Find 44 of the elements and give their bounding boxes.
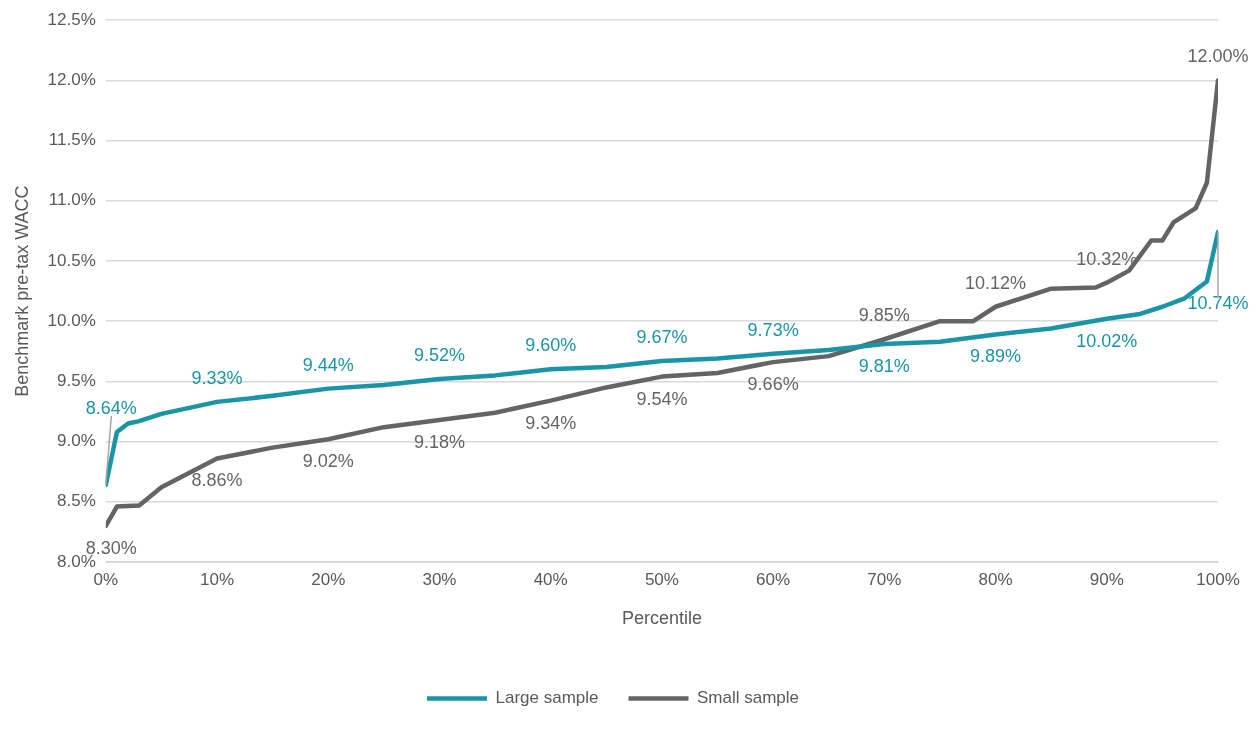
data-label: 9.81% [858, 356, 910, 377]
y-tick-label: 10.0% [47, 310, 96, 330]
data-label: 9.44% [302, 354, 354, 375]
data-label: 10.02% [1076, 330, 1138, 351]
data-label: 9.73% [747, 319, 799, 340]
data-label: 9.33% [191, 367, 243, 388]
y-tick-label: 11.5% [48, 130, 96, 150]
x-axis-title: Percentile [621, 608, 702, 629]
x-tick-label: 60% [756, 569, 791, 589]
x-tick-label: 90% [1089, 569, 1124, 589]
x-tick-label: 50% [644, 569, 679, 589]
y-tick-label: 12.0% [47, 70, 96, 90]
x-tick-label: 20% [311, 569, 346, 589]
data-label: 9.60% [525, 335, 577, 356]
x-tick-label: 40% [533, 569, 568, 589]
data-label: 10.12% [965, 272, 1027, 293]
data-label: 9.85% [858, 305, 910, 326]
y-tick-label: 10.5% [47, 250, 96, 270]
y-tick-label: 11.0% [48, 190, 96, 210]
data-label: 12.00% [1187, 46, 1249, 67]
data-label: 9.89% [970, 346, 1022, 367]
x-tick-label: 80% [978, 569, 1013, 589]
y-tick-label: 12.5% [47, 9, 96, 29]
data-label: 8.86% [191, 470, 243, 491]
x-tick-label: 30% [422, 569, 457, 589]
data-label: 9.54% [636, 388, 688, 409]
y-tick-label: 9.0% [57, 431, 96, 451]
x-tick-label: 10% [200, 569, 235, 589]
data-label: 9.66% [747, 374, 799, 395]
legend-label: Large sample [495, 688, 599, 708]
data-label: 10.74% [1187, 293, 1249, 314]
x-tick-label: 70% [867, 569, 902, 589]
y-tick-label: 8.5% [57, 491, 96, 511]
data-label: 9.34% [525, 412, 577, 433]
data-label: 8.64% [85, 397, 137, 418]
x-tick-label: 100% [1196, 569, 1240, 589]
y-axis-title: Benchmark pre-tax WACC [11, 185, 32, 397]
x-tick-label: 0% [93, 569, 119, 589]
legend-label: Small sample [696, 688, 800, 708]
y-tick-label: 9.5% [57, 371, 96, 391]
data-label: 9.18% [413, 431, 465, 452]
data-label: 9.67% [636, 326, 688, 347]
data-label: 9.52% [413, 344, 465, 365]
data-label: 9.02% [302, 451, 354, 472]
